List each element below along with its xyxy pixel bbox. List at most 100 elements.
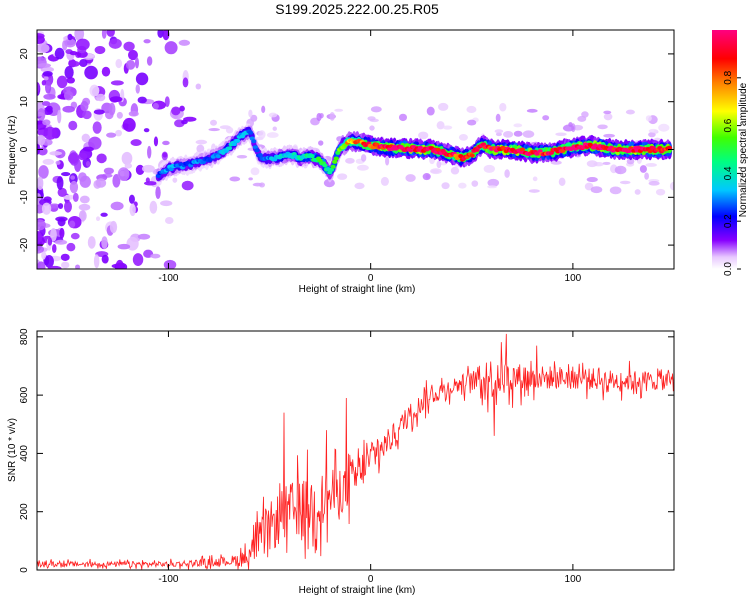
noise-speckle (128, 110, 139, 117)
noise-speckle (75, 264, 81, 269)
noise-speckle (72, 192, 79, 203)
snr-xtick-label: 100 (565, 574, 582, 585)
noise-speckle (132, 253, 144, 267)
noise-speckle (115, 259, 124, 269)
noise-speckle (69, 180, 79, 194)
spectrogram-xtick-label: 100 (565, 273, 582, 284)
noise-speckle (51, 243, 57, 254)
noise-speckle (171, 106, 181, 116)
noise-speckle (37, 111, 45, 117)
noise-speckle (625, 109, 635, 115)
noise-speckle (157, 30, 164, 38)
ridge-mark (226, 146, 233, 151)
noise-speckle (360, 154, 367, 162)
noise-speckle (268, 112, 278, 118)
noise-speckle (648, 128, 659, 133)
noise-speckle (42, 119, 51, 126)
noise-speckle (115, 58, 123, 69)
noise-speckle (522, 130, 535, 138)
ridge-mark (469, 153, 475, 158)
noise-speckle (504, 169, 510, 178)
noise-speckle (609, 186, 622, 195)
noise-speckle (70, 232, 80, 240)
colorbar-tick-label: 0.2 (723, 214, 734, 228)
ridge-mark (322, 163, 328, 168)
noise-speckle (57, 217, 66, 227)
colorbar-tick-label: 0.6 (723, 118, 734, 132)
noise-speckle (405, 174, 416, 182)
noise-speckle (130, 139, 142, 147)
noise-speckle (54, 239, 68, 245)
snr-ytick-label: 800 (19, 328, 30, 345)
noise-speckle (67, 153, 79, 164)
noise-speckle (37, 245, 45, 254)
noise-speckle (147, 145, 152, 159)
noise-speckle (55, 160, 61, 165)
noise-speckle (135, 164, 145, 176)
ridge-mark (251, 139, 257, 144)
noise-speckle (57, 109, 62, 124)
noise-speckle (137, 233, 151, 240)
snr-ytick-label: 200 (19, 503, 30, 520)
noise-speckle (42, 71, 53, 77)
noise-speckle (532, 176, 538, 182)
noise-speckle (385, 156, 390, 166)
noise-speckle (96, 153, 107, 164)
noise-speckle (426, 106, 435, 116)
noise-speckle (229, 176, 241, 182)
noise-speckle (67, 33, 73, 41)
noise-speckle (37, 63, 52, 68)
noise-speckle (95, 178, 107, 188)
ridge-mark (666, 145, 673, 150)
spectrogram-xlabel: Height of straight line (km) (299, 284, 416, 295)
noise-speckle (528, 189, 540, 193)
noise-speckle (112, 174, 121, 188)
noise-speckle (92, 121, 102, 134)
snr-ylabel: SNR (10 * v/v) (7, 418, 18, 482)
noise-speckle (79, 59, 88, 68)
noise-speckle (117, 243, 131, 250)
noise-speckle (66, 242, 76, 252)
noise-speckle (101, 236, 108, 250)
noise-speckle (85, 161, 91, 167)
noise-speckle (95, 216, 101, 222)
noise-speckle (84, 65, 98, 80)
noise-speckle (345, 157, 355, 164)
noise-speckle (116, 111, 123, 119)
noise-speckle (466, 105, 477, 114)
noise-speckle (56, 176, 64, 190)
noise-speckle (44, 254, 54, 268)
snr-xtick-label: 0 (368, 574, 374, 585)
noise-speckle (64, 38, 76, 48)
noise-speckle (586, 176, 598, 183)
noise-speckle (37, 230, 43, 244)
noise-speckle (68, 60, 80, 67)
noise-speckle (100, 212, 108, 217)
noise-speckle (367, 116, 376, 121)
noise-speckle (43, 76, 49, 81)
ridge-mark (215, 154, 221, 159)
noise-speckle (37, 120, 44, 125)
noise-speckle (513, 130, 523, 137)
noise-speckle (146, 56, 153, 66)
noise-speckle (37, 261, 46, 269)
figure-title: S199.2025.222.00.25.R05 (275, 1, 439, 17)
noise-speckle (78, 210, 87, 222)
noise-speckle (45, 105, 53, 113)
noise-speckle (81, 133, 90, 143)
noise-speckle (37, 134, 46, 146)
noise-speckle (121, 151, 133, 165)
noise-speckle (108, 38, 122, 49)
noise-speckle (655, 188, 666, 196)
noise-speckle (645, 115, 652, 122)
noise-speckle (74, 30, 85, 41)
ridge-mark (332, 159, 338, 164)
noise-speckle (162, 30, 170, 41)
noise-speckle (614, 165, 627, 175)
snr-ytick-label: 600 (19, 386, 30, 403)
noise-speckle (318, 140, 324, 146)
noise-speckle (182, 77, 189, 88)
noise-speckle (96, 93, 106, 102)
noise-speckle (49, 151, 62, 156)
noise-speckle (38, 165, 49, 179)
